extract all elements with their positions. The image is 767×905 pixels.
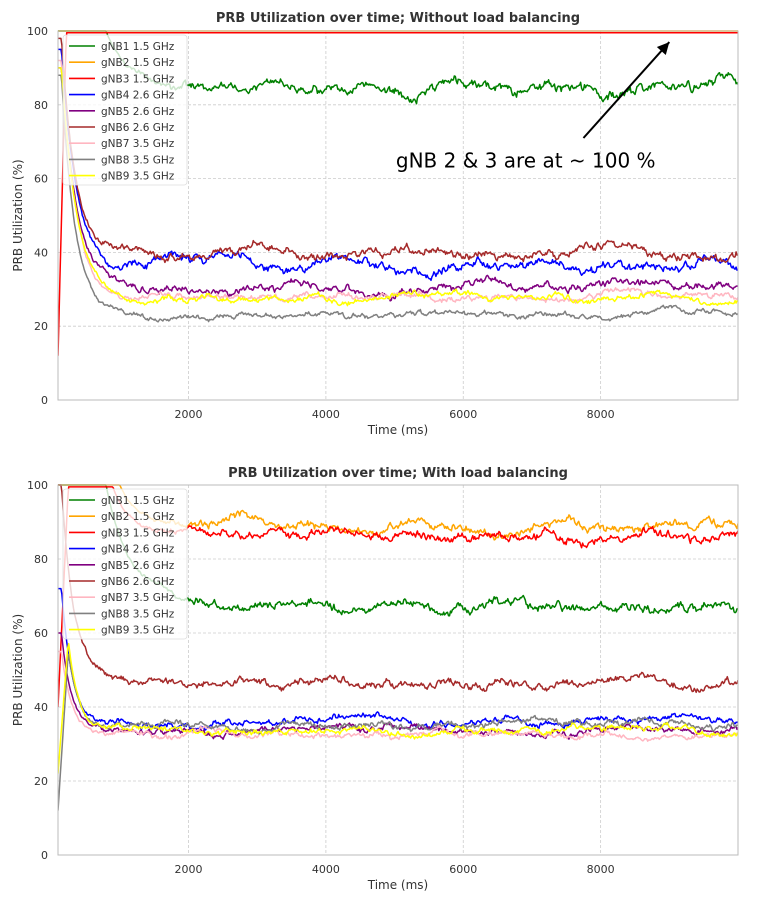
y-tick-label: 100 (27, 25, 48, 38)
legend-label: gNB7 3.5 GHz (101, 592, 175, 604)
series-line-gnb9 (58, 642, 738, 774)
x-tick-label: 8000 (587, 408, 615, 421)
legend-label: gNB9 3.5 GHz (101, 171, 175, 183)
y-tick-label: 0 (41, 394, 48, 407)
y-tick-label: 40 (34, 246, 48, 259)
x-tick-label: 4000 (312, 863, 340, 876)
annotation-text: gNB 2 & 3 are at ~ 100 % (396, 149, 656, 173)
chart-title: PRB Utilization over time; Without load … (216, 11, 580, 26)
y-tick-label: 20 (34, 320, 48, 333)
legend-label: gNB8 3.5 GHz (101, 154, 175, 166)
annotation-arrow-shaft (582, 41, 671, 139)
plot-frame (57, 30, 739, 401)
y-tick-label: 100 (27, 479, 48, 492)
series-line-gnb7 (58, 650, 738, 742)
y-tick-label: 80 (34, 553, 48, 566)
legend-label: gNB8 3.5 GHz (101, 608, 175, 620)
chart-2: 2000 4000 6000 8000 0 20 40 60 80 100 PRB Utilizat… (11, 466, 739, 892)
legend-label: gNB2 1.5 GHz (101, 57, 175, 69)
y-tick-label: 20 (34, 775, 48, 788)
legend-label: gNB4 2.6 GHz (101, 90, 175, 102)
legend: gNB1 1.5 GHz gNB2 1.5 GHz gNB3 1.5 GHz gNB4… (62, 34, 188, 186)
plot-frame (57, 484, 739, 856)
chart-1: 2000 4000 6000 8000 0 20 40 60 80 100 PRB Utilizat… (11, 11, 739, 437)
x-axis-label: Time (ms) (367, 878, 429, 892)
annotation-arrow-head (656, 42, 670, 56)
legend: gNB1 1.5 GHz gNB2 1.5 GHz gNB3 1.5 GHz gNB4… (62, 488, 188, 640)
y-tick-label: 60 (34, 173, 48, 186)
y-tick-label: 80 (34, 99, 48, 112)
series-line-gnb4 (58, 587, 738, 732)
legend-box (62, 34, 188, 186)
y-axis-label: PRB Utilization (%) (11, 159, 25, 271)
legend-box (62, 488, 188, 640)
x-tick-label: 2000 (175, 863, 203, 876)
x-tick-label: 4000 (312, 408, 340, 421)
x-tick-label: 2000 (175, 408, 203, 421)
x-axis-label: Time (ms) (367, 423, 429, 437)
legend-label: gNB1 1.5 GHz (101, 495, 175, 507)
legend-label: gNB3 1.5 GHz (101, 527, 175, 539)
series-line-gnb6 (58, 484, 738, 694)
legend-label: gNB6 2.6 GHz (101, 576, 175, 588)
series-line-gnb4 (58, 48, 738, 282)
legend-label: gNB2 1.5 GHz (101, 511, 175, 523)
x-tick-label: 8000 (587, 863, 615, 876)
x-tick-label: 6000 (449, 408, 477, 421)
chart-title: PRB Utilization over time; With load bal… (228, 466, 568, 481)
series-line-gnb8 (58, 74, 738, 323)
series-group (58, 30, 738, 356)
series-line-gnb9 (58, 67, 738, 307)
legend-label: gNB7 3.5 GHz (101, 138, 175, 150)
x-tick-label: 6000 (449, 863, 477, 876)
legend-label: gNB5 2.6 GHz (101, 560, 175, 572)
series-line-gnb3 (58, 32, 738, 356)
legend-label: gNB5 2.6 GHz (101, 106, 175, 118)
legend-label: gNB4 2.6 GHz (101, 544, 175, 556)
series-line-gnb8 (58, 653, 738, 811)
legend-label: gNB9 3.5 GHz (101, 625, 175, 637)
y-tick-label: 60 (34, 627, 48, 640)
series-line-gnb6 (58, 37, 738, 264)
y-tick-label: 0 (41, 849, 48, 862)
y-tick-label: 40 (34, 701, 48, 714)
y-axis-label: PRB Utilization (%) (11, 614, 25, 726)
legend-label: gNB3 1.5 GHz (101, 73, 175, 85)
legend-label: gNB1 1.5 GHz (101, 41, 175, 53)
legend-label: gNB6 2.6 GHz (101, 122, 175, 134)
